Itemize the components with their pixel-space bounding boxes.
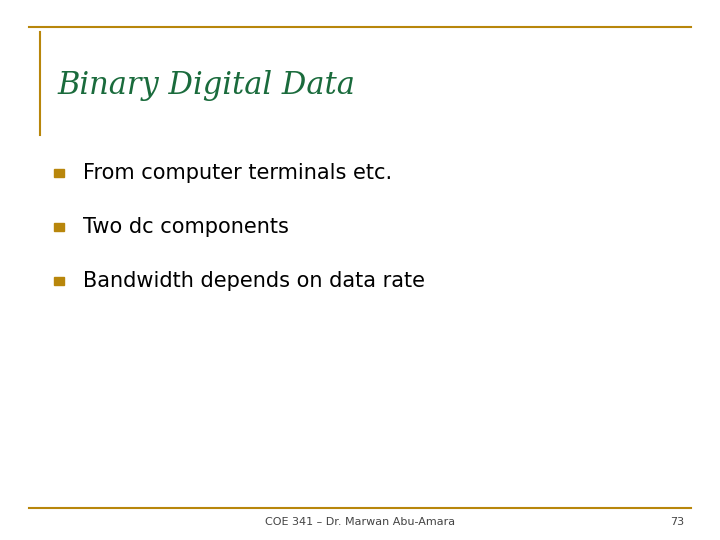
Text: Bandwidth depends on data rate: Bandwidth depends on data rate	[83, 271, 425, 291]
Text: COE 341 – Dr. Marwan Abu-Amara: COE 341 – Dr. Marwan Abu-Amara	[265, 517, 455, 527]
Bar	[54, 277, 64, 285]
Text: 73: 73	[670, 517, 684, 527]
Text: Binary Digital Data: Binary Digital Data	[58, 70, 356, 101]
Text: From computer terminals etc.: From computer terminals etc.	[83, 163, 392, 183]
Text: Two dc components: Two dc components	[83, 217, 289, 237]
Bar	[54, 223, 64, 231]
Bar	[54, 169, 64, 177]
